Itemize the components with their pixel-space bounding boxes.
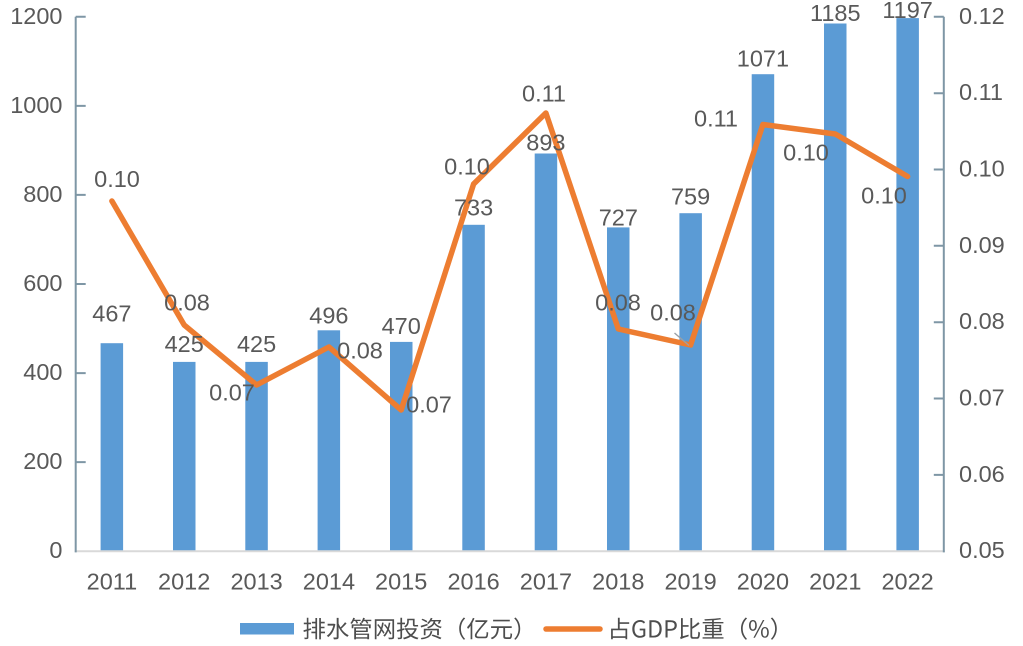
svg-text:600: 600 xyxy=(23,270,62,296)
svg-text:200: 200 xyxy=(23,448,62,474)
svg-text:0: 0 xyxy=(49,537,62,563)
svg-text:0.06: 0.06 xyxy=(959,461,1005,487)
svg-text:0.07: 0.07 xyxy=(959,385,1005,411)
svg-text:0.08: 0.08 xyxy=(337,338,383,364)
svg-text:0.11: 0.11 xyxy=(959,79,1003,105)
svg-text:1185: 1185 xyxy=(810,0,861,26)
svg-text:0.11: 0.11 xyxy=(694,106,738,132)
svg-text:425: 425 xyxy=(237,331,276,357)
svg-text:0.07: 0.07 xyxy=(209,380,255,406)
svg-text:2011: 2011 xyxy=(87,568,138,594)
svg-text:1071: 1071 xyxy=(737,46,789,72)
svg-text:0.09: 0.09 xyxy=(959,232,1005,258)
svg-text:496: 496 xyxy=(309,303,348,329)
svg-text:2022: 2022 xyxy=(881,568,933,594)
svg-text:2021: 2021 xyxy=(809,568,861,594)
svg-text:0.08: 0.08 xyxy=(959,308,1005,334)
svg-text:470: 470 xyxy=(382,313,421,339)
svg-text:0.07: 0.07 xyxy=(406,392,452,418)
svg-text:0.05: 0.05 xyxy=(959,537,1005,563)
svg-text:2017: 2017 xyxy=(520,568,572,594)
svg-text:400: 400 xyxy=(23,359,62,385)
svg-text:0.08: 0.08 xyxy=(650,300,696,326)
svg-text:1000: 1000 xyxy=(10,92,62,118)
svg-text:2020: 2020 xyxy=(737,568,789,594)
svg-text:425: 425 xyxy=(165,331,204,357)
svg-text:2014: 2014 xyxy=(303,568,355,594)
svg-text:733: 733 xyxy=(454,195,493,221)
svg-text:2018: 2018 xyxy=(592,568,644,594)
svg-text:1200: 1200 xyxy=(10,3,62,29)
svg-text:0.10: 0.10 xyxy=(861,183,907,209)
svg-text:2016: 2016 xyxy=(447,568,499,594)
svg-text:0.08: 0.08 xyxy=(164,290,210,316)
svg-text:2019: 2019 xyxy=(664,568,716,594)
svg-text:0.11: 0.11 xyxy=(522,81,566,107)
svg-text:2013: 2013 xyxy=(230,568,282,594)
svg-text:0.10: 0.10 xyxy=(783,140,829,166)
svg-text:800: 800 xyxy=(23,181,62,207)
svg-text:727: 727 xyxy=(599,205,638,231)
svg-text:0.08: 0.08 xyxy=(595,290,641,316)
svg-text:467: 467 xyxy=(92,301,131,327)
svg-text:759: 759 xyxy=(671,184,710,210)
svg-text:0.10: 0.10 xyxy=(94,166,140,192)
svg-text:1197: 1197 xyxy=(882,0,933,23)
svg-text:0.10: 0.10 xyxy=(959,156,1005,182)
svg-text:0.12: 0.12 xyxy=(959,3,1005,29)
svg-text:2015: 2015 xyxy=(375,568,427,594)
svg-text:893: 893 xyxy=(526,130,565,156)
svg-text:0.10: 0.10 xyxy=(444,154,490,180)
svg-text:2012: 2012 xyxy=(158,568,210,594)
